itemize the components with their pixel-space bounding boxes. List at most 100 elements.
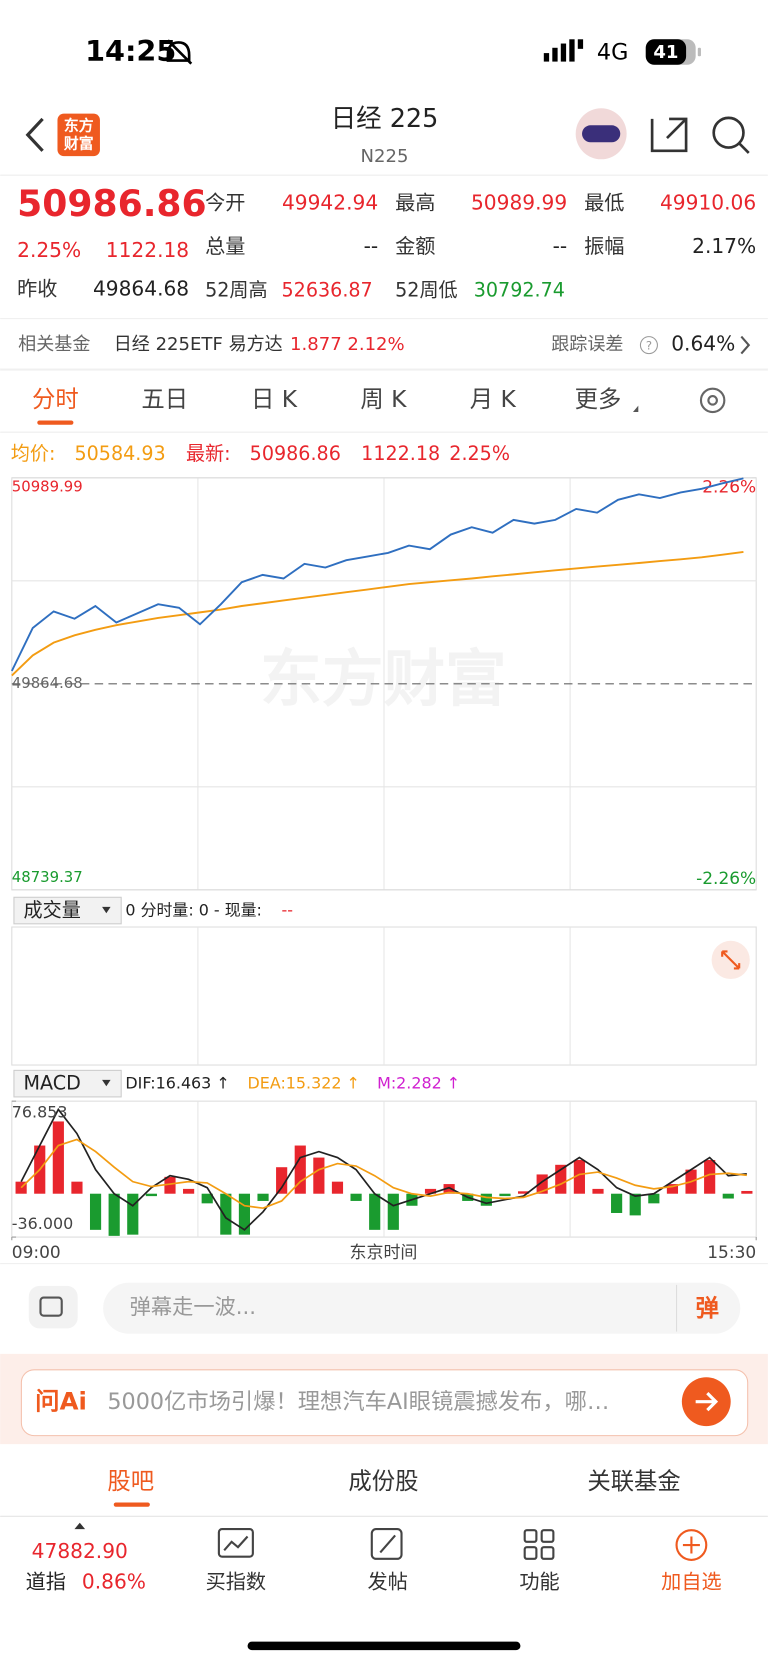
field-label: 昨收 <box>17 276 57 300</box>
price-line <box>10 477 744 672</box>
macd-selector[interactable] <box>13 1069 122 1098</box>
code: N225 <box>361 146 409 167</box>
field-label: 52周低 <box>395 278 458 301</box>
macd-bar <box>15 1181 27 1194</box>
macd-bar <box>89 1193 102 1230</box>
macd-bar <box>704 1159 716 1194</box>
latest-value: 50986.86 <box>250 442 341 465</box>
y-tick-label: 50989.99 <box>12 477 83 495</box>
macd-bar <box>331 1181 344 1194</box>
legend-label: M:2.282 ↑ <box>377 1074 460 1093</box>
nav-item[interactable]: 功能 <box>519 1570 559 1594</box>
macd-bar <box>443 1184 455 1194</box>
field-value: -- <box>364 234 379 258</box>
back-button[interactable] <box>25 117 44 152</box>
tab[interactable]: 五日 <box>141 385 188 413</box>
share-button[interactable] <box>650 117 688 153</box>
expand-button[interactable] <box>711 940 750 980</box>
volume-now: -- <box>282 901 293 920</box>
macd-bar <box>238 1193 251 1235</box>
tab[interactable]: 分时 <box>32 385 79 413</box>
field-label: 总量 <box>205 234 245 258</box>
y2-tick-label: 2.26% <box>702 477 756 497</box>
change-pct: 2.25% <box>17 238 81 262</box>
macd-bar <box>52 1121 64 1194</box>
nav-item[interactable]: 买指数 <box>206 1570 266 1594</box>
macd-bar <box>350 1193 362 1201</box>
macd-line <box>20 1138 747 1210</box>
index-name: 道指 <box>26 1570 66 1594</box>
logo <box>57 113 100 157</box>
index-price: 47882.90 <box>32 1539 128 1563</box>
svg-text:?: ? <box>646 339 652 353</box>
volume-label: 成交量 <box>23 899 80 922</box>
settings-button[interactable] <box>699 387 726 414</box>
field-value: 2.17% <box>692 234 756 258</box>
macd-bar <box>629 1193 641 1216</box>
nav-item[interactable]: 发帖 <box>368 1570 408 1594</box>
tab[interactable]: 更多 <box>575 385 622 413</box>
volume-selector[interactable] <box>13 896 122 925</box>
x-axis-label: 东京时间 <box>350 1243 418 1263</box>
macd-bar <box>220 1193 232 1235</box>
y-tick-label: 49864.68 <box>12 674 83 692</box>
macd-bar <box>592 1188 604 1194</box>
price-line <box>11 551 744 677</box>
macd-line <box>20 1107 747 1231</box>
tab[interactable]: 日 K <box>251 385 298 413</box>
tracking-label: 跟踪误差 <box>551 334 623 355</box>
ai-banner[interactable] <box>20 1369 749 1437</box>
nav-item[interactable]: 加自选 <box>661 1570 721 1594</box>
watermark: 东方财富 <box>260 643 506 715</box>
macd-bar <box>741 1190 753 1194</box>
fund-name[interactable]: 日经 225ETF 易方达 <box>114 334 283 355</box>
macd-bar <box>164 1176 176 1194</box>
section-tab[interactable]: 股吧 <box>107 1467 154 1495</box>
tab[interactable]: 周 K <box>360 385 407 413</box>
macd-bar <box>145 1193 157 1197</box>
header-icons <box>25 108 750 160</box>
y-tick-label: -36.000 <box>12 1214 73 1233</box>
field-value: 49864.68 <box>93 276 189 300</box>
tracking: 0.64% <box>671 332 735 356</box>
macd-bar <box>108 1193 120 1236</box>
comment-placeholder: 弹幕走一波... <box>130 1295 256 1320</box>
volume-info: 0 分时量: 0 - 现量: <box>125 901 261 920</box>
status-icons <box>166 39 701 65</box>
ai-label: 问Ai <box>35 1387 87 1416</box>
macd-bar <box>424 1188 437 1194</box>
danmaku-button[interactable]: 弹 <box>696 1294 719 1322</box>
search-button[interactable] <box>712 116 750 154</box>
battery: 41 <box>653 42 678 63</box>
y-tick-label: 48739.37 <box>12 868 83 886</box>
section-tab[interactable]: 成份股 <box>348 1467 418 1495</box>
macd-bar <box>573 1159 585 1194</box>
macd-bar <box>722 1193 734 1199</box>
macd-bar <box>183 1188 195 1194</box>
field-label: 金额 <box>395 234 435 258</box>
field-value: 50989.99 <box>471 190 567 214</box>
section-tab[interactable]: 关联基金 <box>587 1467 680 1495</box>
macd-bar <box>369 1193 381 1230</box>
macd-bar <box>666 1184 679 1194</box>
macd-bar <box>648 1193 660 1204</box>
macd-bar <box>201 1193 213 1204</box>
legend-label: DIF:16.463 ↑ <box>125 1074 229 1093</box>
macd-bar <box>499 1193 511 1197</box>
field-value: -- <box>553 234 568 258</box>
field-label: 最高 <box>395 190 435 214</box>
latest-pct: 2.25% <box>449 442 510 465</box>
field-label: 最低 <box>584 190 624 214</box>
tab[interactable]: 月 K <box>470 385 517 413</box>
macd-bar <box>387 1193 399 1230</box>
ai-text: 5000亿市场引爆！理想汽车AI眼镜震撼发布，哪… <box>107 1389 609 1415</box>
index-pct: 0.86% <box>82 1570 146 1594</box>
field-label: 振幅 <box>584 234 624 258</box>
macd-label: MACD <box>23 1072 80 1095</box>
field-value: 30792.74 <box>474 278 565 301</box>
home-indicator <box>247 1641 521 1651</box>
macd-bar <box>517 1191 530 1194</box>
fund-pct: 2.12% <box>347 334 404 355</box>
comment-input[interactable] <box>103 1282 741 1334</box>
